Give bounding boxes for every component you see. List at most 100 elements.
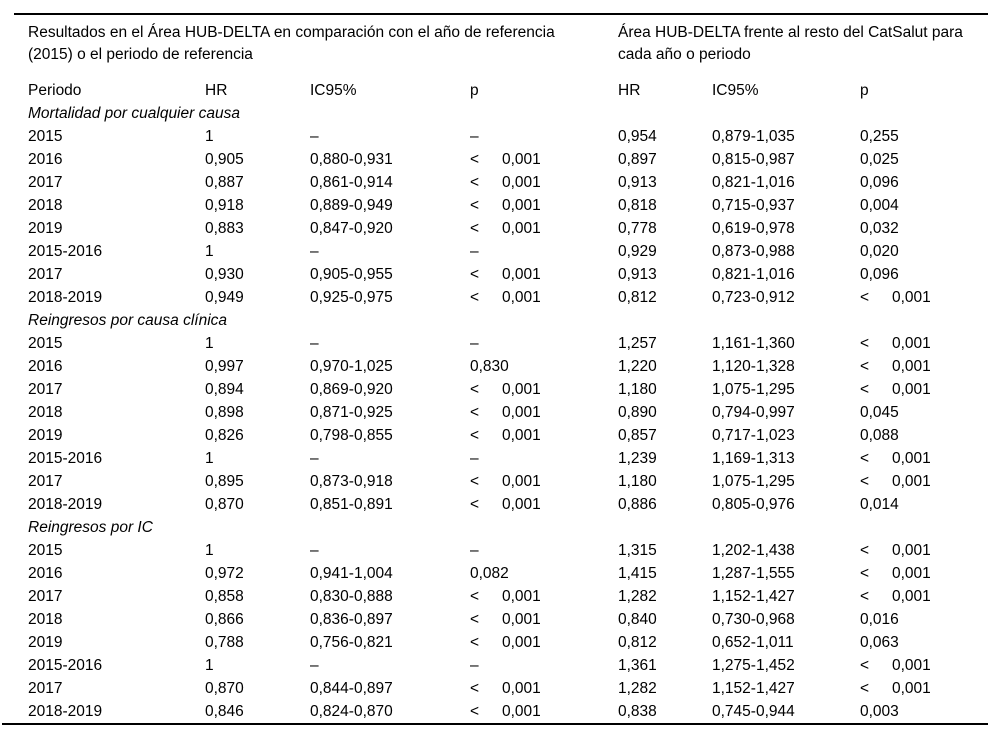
- cell-hr-catsalut: 1,239: [618, 450, 657, 467]
- cell-ic95-catsalut: 1,075-1,295: [712, 473, 795, 490]
- cell-p-delta: –: [470, 542, 479, 559]
- less-than-sign: <: [860, 289, 870, 306]
- cell-p-delta: <0,001: [470, 217, 618, 240]
- cell-ic95-delta: 0,756-0,821: [310, 634, 393, 651]
- cell-ic95-catsalut: 0,821-1,016: [712, 266, 795, 283]
- cell-hr-catsalut: 0,812: [618, 634, 657, 651]
- less-than-sign: <: [860, 565, 870, 582]
- cell-hr-catsalut: 0,812: [618, 289, 657, 306]
- cell-ic95-delta: 0,836-0,897: [310, 611, 393, 628]
- cell-hr-catsalut: 0,954: [618, 128, 657, 145]
- cell-hr-delta: 1: [205, 657, 214, 674]
- table-row: 2019 0,883 0,847-0,920 <0,001 0,778 0,619-0,9…: [28, 217, 1000, 240]
- cell-p-catsalut: 0,016: [860, 611, 899, 628]
- cell-ic95-delta: –: [310, 243, 319, 260]
- cell-hr-delta: 0,887: [205, 174, 244, 191]
- cell-hr-catsalut: 0,897: [618, 151, 657, 168]
- cell-ic95-catsalut: 0,805-0,976: [712, 496, 795, 513]
- cell-hr-delta: 1: [205, 335, 214, 352]
- less-than-sign: <: [470, 473, 480, 490]
- less-than-sign: <: [860, 381, 870, 398]
- cell-p-catsalut: <0,001: [860, 355, 1000, 378]
- cell-hr-catsalut: 0,838: [618, 703, 657, 720]
- cell-hr-delta: 0,883: [205, 220, 244, 237]
- cell-ic95-catsalut: 1,275-1,452: [712, 657, 795, 674]
- cell-periodo: 2018: [28, 611, 63, 628]
- cell-p-delta: 0,082: [470, 565, 509, 582]
- table-row: 2018-2019 0,949 0,925-0,975 <0,001 0,812 0,72…: [28, 286, 1000, 309]
- cell-hr-catsalut: 1,361: [618, 657, 657, 674]
- cell-ic95-catsalut: 0,715-0,937: [712, 197, 795, 214]
- cell-periodo: 2017: [28, 381, 63, 398]
- col-header-ic95-delta: IC95%: [310, 82, 357, 99]
- cell-periodo: 2017: [28, 588, 63, 605]
- table-row: 2018-2019 0,846 0,824-0,870 <0,001 0,838 0,74…: [28, 700, 1000, 723]
- cell-ic95-catsalut: 0,873-0,988: [712, 243, 795, 260]
- cell-ic95-delta: 0,824-0,870: [310, 703, 393, 720]
- cell-periodo: 2016: [28, 151, 63, 168]
- cell-hr-catsalut: 0,913: [618, 266, 657, 283]
- cell-p-delta: <0,001: [470, 470, 618, 493]
- cell-p-delta: <0,001: [470, 171, 618, 194]
- cell-hr-catsalut: 0,929: [618, 243, 657, 260]
- cell-ic95-delta: 0,830-0,888: [310, 588, 393, 605]
- cell-ic95-catsalut: 1,161-1,360: [712, 335, 795, 352]
- cell-p-catsalut: 0,063: [860, 634, 899, 651]
- cell-p-delta: <0,001: [470, 194, 618, 217]
- cell-periodo: 2016: [28, 565, 63, 582]
- cell-periodo: 2018: [28, 404, 63, 421]
- less-than-sign: <: [470, 220, 480, 237]
- table-row: 2017 0,894 0,869-0,920 <0,001 1,180 1,075-1,2…: [28, 378, 1000, 401]
- less-than-sign: <: [860, 542, 870, 559]
- cell-hr-catsalut: 0,913: [618, 174, 657, 191]
- col-header-p-catsalut: p: [860, 82, 869, 99]
- cell-p-delta: <0,001: [470, 585, 618, 608]
- section-title: Mortalidad por cualquier causa: [28, 105, 240, 122]
- less-than-sign: <: [470, 197, 480, 214]
- cell-p-delta: <0,001: [470, 401, 618, 424]
- cell-periodo: 2015: [28, 128, 63, 145]
- cell-periodo: 2017: [28, 473, 63, 490]
- less-than-sign: <: [470, 381, 480, 398]
- cell-periodo: 2015: [28, 542, 63, 559]
- table-row: 2015 1 – – 1,315 1,202-1,438 <0,001: [28, 539, 1000, 562]
- cell-periodo: 2017: [28, 266, 63, 283]
- cell-hr-delta: 0,870: [205, 496, 244, 513]
- cell-p-catsalut: 0,032: [860, 220, 899, 237]
- cell-hr-delta: 0,905: [205, 151, 244, 168]
- col-header-hr-delta: HR: [205, 82, 228, 99]
- cell-periodo: 2018-2019: [28, 289, 103, 306]
- section-title: Reingresos por causa clínica: [28, 312, 228, 329]
- cell-ic95-catsalut: 1,152-1,427: [712, 588, 795, 605]
- cell-hr-delta: 0,870: [205, 680, 244, 697]
- col-header-p-delta: p: [470, 82, 479, 99]
- cell-hr-delta: 0,895: [205, 473, 244, 490]
- cell-ic95-delta: 0,941-1,004: [310, 565, 393, 582]
- table-row: 2015-2016 1 – – 0,929 0,873-0,988 0,020: [28, 240, 1000, 263]
- cell-p-delta: –: [470, 450, 479, 467]
- table-row: 2016 0,997 0,970-1,025 0,830 1,220 1,120-1,32…: [28, 355, 1000, 378]
- less-than-sign: <: [860, 680, 870, 697]
- cell-ic95-catsalut: 0,879-1,035: [712, 128, 795, 145]
- cell-p-catsalut: <0,001: [860, 332, 1000, 355]
- cell-hr-catsalut: 0,778: [618, 220, 657, 237]
- cell-hr-catsalut: 1,415: [618, 565, 657, 582]
- table-row: 2016 0,972 0,941-1,004 0,082 1,415 1,287-1,55…: [28, 562, 1000, 585]
- cell-p-delta: <0,001: [470, 286, 618, 309]
- cell-ic95-catsalut: 0,723-0,912: [712, 289, 795, 306]
- cell-hr-catsalut: 1,257: [618, 335, 657, 352]
- cell-periodo: 2017: [28, 680, 63, 697]
- table-row: 2019 0,826 0,798-0,855 <0,001 0,857 0,717-1,0…: [28, 424, 1000, 447]
- cell-ic95-delta: 0,869-0,920: [310, 381, 393, 398]
- table-body: Mortalidad por cualquier causa 2015 1 – – 0,9…: [28, 102, 1000, 723]
- cell-p-catsalut: 0,088: [860, 427, 899, 444]
- cell-p-catsalut: <0,001: [860, 654, 1000, 677]
- cell-hr-delta: 0,788: [205, 634, 244, 651]
- less-than-sign: <: [470, 496, 480, 513]
- cell-hr-delta: 0,918: [205, 197, 244, 214]
- table-row: 2015-2016 1 – – 1,239 1,169-1,313 <0,001: [28, 447, 1000, 470]
- cell-p-catsalut: <0,001: [860, 470, 1000, 493]
- cell-ic95-catsalut: 1,287-1,555: [712, 565, 795, 582]
- cell-periodo: 2016: [28, 358, 63, 375]
- cell-p-delta: <0,001: [470, 700, 618, 723]
